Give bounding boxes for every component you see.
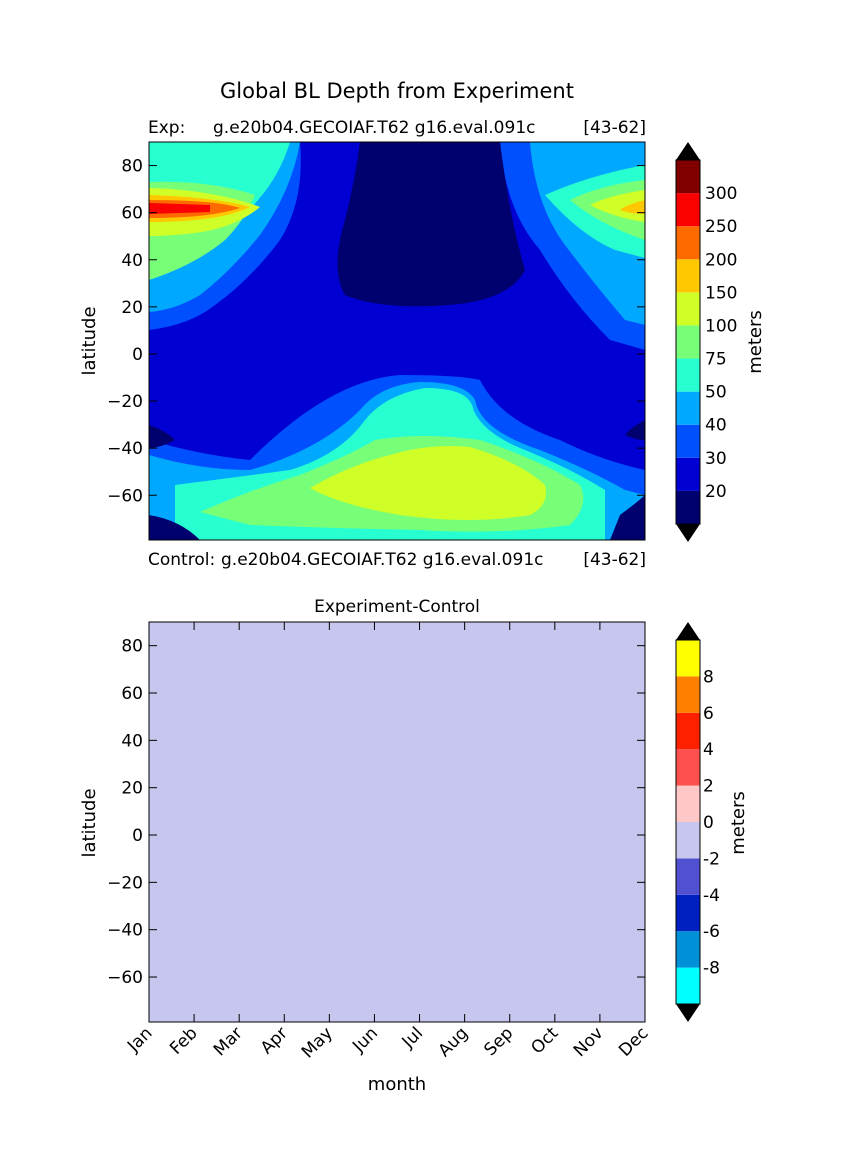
bottom-colorbar-min-extend — [676, 1004, 700, 1022]
bottom-colorbar-label: meters — [728, 791, 749, 855]
xtick-label-jul: Jul — [398, 1023, 427, 1052]
top-colorbar-segment — [676, 457, 700, 491]
top-colorbar-segment — [676, 160, 700, 194]
xtick-label-jun: Jun — [348, 1023, 382, 1057]
bottom-ytick-label: −20 — [107, 873, 143, 893]
top-colorbar-tick-label: 40 — [705, 416, 727, 436]
top-ytick-label: 0 — [132, 345, 143, 365]
bottom-title: Experiment-Control — [314, 597, 480, 617]
top-ytick-label: 80 — [121, 157, 143, 177]
control-label: Control: — [148, 550, 215, 570]
top-colorbar-tick-label: 200 — [705, 250, 737, 270]
top-colorbar-segment — [676, 358, 700, 392]
top-colorbar-segment — [676, 259, 700, 293]
top-colorbar-segment — [676, 490, 700, 524]
top-contour-field — [149, 142, 645, 540]
bottom-ytick-label: 80 — [121, 637, 143, 657]
xtick-label-dec: Dec — [615, 1023, 652, 1060]
xtick-label-may: May — [298, 1023, 337, 1062]
top-colorbar-min-extend — [676, 524, 700, 542]
top-title-left: Exp: — [148, 118, 185, 138]
bottom-colorbar: -8 -6 -4 -2 0 2 4 6 8 — [675, 622, 720, 1022]
bottom-ytick-label: 20 — [121, 779, 143, 799]
top-y-axis: 80 60 40 20 0 −20 −40 −60 — [107, 157, 645, 506]
bottom-colorbar-tick-label: 8 — [703, 667, 714, 687]
xtick-label-nov: Nov — [570, 1023, 608, 1061]
top-colorbar-frame — [675, 159, 701, 525]
bottom-y-axis: 80 60 40 20 0 −20 −40 −60 — [107, 637, 645, 988]
xtick-label-jan: Jan — [123, 1023, 156, 1056]
top-colorbar-tick-label: 50 — [705, 383, 727, 403]
bottom-colorbar-segment — [676, 822, 700, 859]
top-ytick-label: −60 — [107, 486, 143, 506]
bottom-colorbar-tick-label: -2 — [703, 849, 720, 869]
bottom-colorbar-segment — [676, 931, 700, 968]
top-colorbar-tick-label: 150 — [705, 283, 737, 303]
bottom-colorbar-segment — [676, 858, 700, 895]
bottom-colorbar-segment — [676, 676, 700, 713]
control-case-name: g.e20b04.GECOIAF.T62 g16.eval.091c — [221, 550, 543, 570]
bottom-ytick-label: −40 — [107, 921, 143, 941]
top-colorbar-segment — [676, 292, 700, 326]
bottom-colorbar-tick-label: -8 — [703, 959, 720, 979]
bottom-plot-frame — [148, 621, 646, 1023]
top-colorbar-segment — [676, 226, 700, 260]
bottom-colorbar-segment — [676, 712, 700, 750]
top-colorbar-max-extend — [676, 142, 700, 160]
bottom-colorbar-max-extend — [676, 622, 700, 640]
control-years: [43-62] — [583, 550, 646, 570]
top-colorbar-tick-label: 250 — [705, 217, 737, 237]
top-ytick-label: 40 — [121, 251, 143, 271]
top-panel: Exp: g.e20b04.GECOIAF.T62 g16.eval.091c … — [79, 118, 766, 570]
bottom-colorbar-segment — [676, 749, 700, 786]
xtick-label-mar: Mar — [210, 1023, 247, 1060]
bottom-colorbar-tick-label: 2 — [703, 777, 714, 797]
top-ytick-label: −20 — [107, 392, 143, 412]
top-title-right: [43-62] — [583, 118, 646, 138]
top-ylabel: latitude — [79, 306, 100, 375]
xtick-label-apr: Apr — [257, 1023, 292, 1058]
top-colorbar-segment — [676, 193, 700, 227]
bottom-ytick-label: −60 — [107, 968, 143, 988]
top-colorbar-segment — [676, 325, 700, 359]
bottom-colorbar-segment — [676, 967, 700, 1004]
xtick-label-aug: Aug — [435, 1023, 473, 1061]
bottom-difference-field — [149, 622, 645, 1022]
top-plot-frame — [148, 141, 646, 541]
bottom-colorbar-segment — [676, 894, 700, 932]
xtick-label-oct: Oct — [527, 1023, 562, 1058]
bottom-ylabel: latitude — [79, 788, 100, 857]
bottom-colorbar-tick-label: 4 — [703, 740, 714, 760]
top-colorbar-tick-label: 30 — [705, 449, 727, 469]
top-colorbar-tick-label: 300 — [705, 184, 737, 204]
bottom-colorbar-tick-label: -4 — [703, 886, 720, 906]
top-colorbar: 20 30 40 50 75 100 150 200 250 300 — [675, 142, 737, 542]
bottom-ytick-label: 40 — [121, 731, 143, 751]
bottom-xlabel: month — [368, 1074, 426, 1095]
top-ytick-label: −40 — [107, 439, 143, 459]
top-ytick-label: 20 — [121, 298, 143, 318]
bottom-ytick-label: 60 — [121, 684, 143, 704]
top-colorbar-tick-label: 100 — [705, 316, 737, 336]
bottom-colorbar-tick-label: 0 — [703, 813, 714, 833]
bottom-colorbar-segment — [676, 640, 700, 677]
top-colorbar-tick-label: 75 — [705, 350, 727, 370]
bottom-ytick-label: 0 — [132, 826, 143, 846]
xtick-label-sep: Sep — [480, 1023, 517, 1060]
top-colorbar-segment — [676, 424, 700, 458]
bottom-colorbar-frame — [675, 639, 701, 1005]
top-title-center: g.e20b04.GECOIAF.T62 g16.eval.091c — [213, 118, 535, 138]
bottom-colorbar-tick-label: 6 — [703, 704, 714, 724]
bottom-colorbar-segment — [676, 785, 700, 822]
top-colorbar-label: meters — [745, 310, 766, 374]
top-colorbar-tick-label: 20 — [705, 482, 727, 502]
top-colorbar-segment — [676, 391, 700, 425]
figure-title: Global BL Depth from Experiment — [220, 79, 574, 103]
xtick-label-feb: Feb — [166, 1023, 201, 1058]
top-ytick-label: 60 — [121, 204, 143, 224]
bottom-colorbar-tick-label: -6 — [703, 922, 720, 942]
